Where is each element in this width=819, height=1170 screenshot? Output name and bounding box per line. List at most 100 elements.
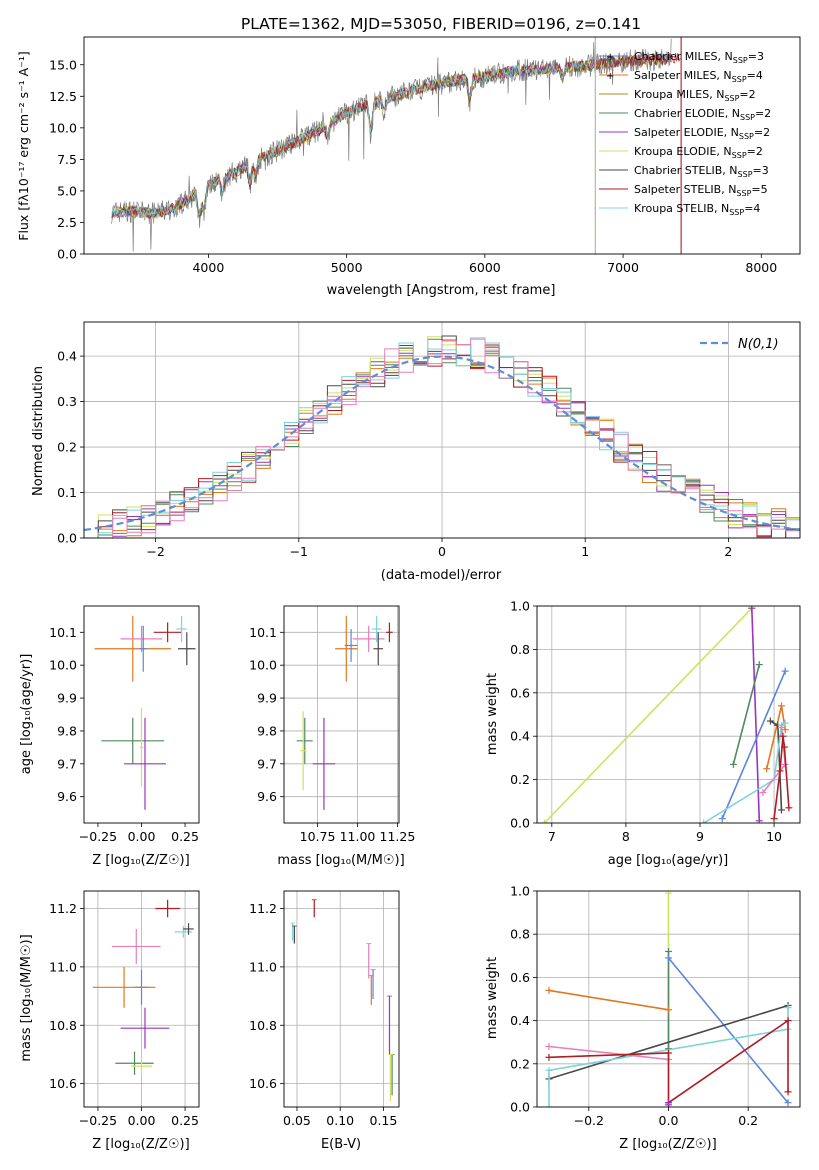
y-tick-label: 0.4 [57,349,77,364]
mw-age-xlabel: age [log₁₀(age/yr)] [608,853,729,868]
legend-label: Salpeter STELIB, NSSP=5 [634,183,768,198]
mass_vs_Z-plot-area [84,891,199,1107]
y-tick-label: 0.0 [510,816,530,831]
error-bar-point [178,632,196,666]
y-tick-label: 0.8 [510,642,530,657]
axes-frame [83,321,801,539]
error-bar-point [344,629,358,662]
mass-vs-ebv-xlabel: E(B-V) [321,1137,361,1152]
error-bar-point [92,966,156,1008]
error-bar-point [124,717,166,810]
spectrum-legend: + Chabrier MILES, NSSP=3 + Salpeter MILES, … [599,50,771,217]
model-spectrum [111,60,595,220]
mass-weight-vs-age-panel: age [log₁₀(age/yr)] mass weight 7 8 9 10 0.0… [485,599,801,868]
axes-frame [83,605,200,824]
y-tick-label: 0.3 [57,394,77,409]
y-tick-label: 9.7 [57,756,77,771]
error-bar-point [291,925,297,944]
mass-weight-series [540,606,756,823]
y-tick-label: 9.6 [257,789,277,804]
y-tick-label: 0.2 [510,1056,530,1071]
mass-vs-metallicity-panel: Z [log₁₀(Z/Z☉)] mass [log₁₀(M/M☉)] −0.25… [19,890,200,1152]
x-tick-label: 1 [581,544,589,559]
error-bar-point [120,1007,170,1049]
x-tick-label: 0.25 [171,1113,199,1128]
y-tick-label: 9.9 [257,691,277,706]
error-bar-point [311,899,317,918]
x-tick-label: 0.00 [128,829,156,844]
y-tick-label: 1.0 [510,884,530,899]
x-tick-label: 0.0 [659,1113,679,1128]
y-tick-label: 11.0 [249,959,277,974]
y-tick-label: 0.0 [510,1100,530,1115]
y-tick-label: 9.8 [257,723,277,738]
y-tick-label: 0.6 [510,970,530,985]
mass-weight-series [729,661,763,768]
legend-label: Kroupa MILES, NSSP=2 [634,88,756,103]
y-tick-label: 0.2 [57,440,77,455]
age-vs-z-ylabel: age [log₁₀(age/yr)] [19,654,34,775]
y-tick-label: 9.6 [57,789,77,804]
mass-weight-series [766,717,785,814]
error-bar-point [183,923,194,935]
age-vs-mass-panel: mass [log₁₀(M/M☉)] 10.75 11.00 11.25 9.6 9.7… [249,605,416,868]
y-tick-label: 1.0 [510,599,530,614]
massweight_vs_age-plot-area [537,606,800,823]
y-tick-label: 0.0 [57,247,77,262]
legend-label: Chabrier ELODIE, NSSP=2 [634,107,771,122]
x-tick-label: 4000 [192,260,224,275]
residual_histogram-plot-area [84,322,800,538]
y-tick-label: 0.4 [510,1013,530,1028]
x-tick-label: 0.10 [326,1113,354,1128]
y-tick-label: 10.8 [249,1018,277,1033]
y-tick-label: 10.0 [49,658,77,673]
error-bar-point [115,1051,154,1075]
histogram-xlabel: (data-model)/error [381,568,502,583]
x-tick-label: 11.00 [340,829,376,844]
y-tick-label: 10.6 [49,1076,77,1091]
y-tick-label: 0.6 [510,685,530,700]
age_vs_mass-plot-area [284,606,399,823]
error-bar-point [296,717,313,764]
x-tick-label: 7 [548,829,556,844]
y-tick-label: 10.1 [249,625,277,640]
y-tick-label: 5.0 [57,183,77,198]
legend-label: N(0,1) [738,337,779,352]
error-bar-point [371,615,382,643]
error-bar-point [101,717,165,764]
y-tick-label: 10.1 [49,625,77,640]
y-tick-label: 11.2 [49,901,77,916]
x-tick-label: 10 [766,829,782,844]
error-bar-point [155,899,180,918]
age_vs_Z-plot-area [94,615,196,810]
figure-title: PLATE=1362, MJD=53050, FIBERID=0196, z=0… [241,15,641,33]
x-tick-label: 8 [622,829,630,844]
x-tick-label: 0.25 [171,829,199,844]
legend-marker: + [606,52,614,63]
spectrum-xlabel: wavelength [Angstrom, rest frame] [327,283,556,298]
y-tick-label: 9.8 [57,723,77,738]
axes-frame [283,605,400,824]
age-vs-mass-xlabel: mass [log₁₀(M/M☉)] [277,853,404,868]
error-bar-point [387,1054,393,1102]
mw-z-ylabel: mass weight [485,957,500,1039]
error-bar-point [312,717,336,810]
x-tick-label: 0.2 [738,1113,758,1128]
residual-histogram-panel: (data-model)/error Normed distribution −… [31,321,801,583]
axes-frame [536,890,801,1108]
mass-weight-series [718,667,789,823]
y-tick-label: 0.0 [57,531,77,546]
x-tick-label: 7000 [607,260,639,275]
error-bar-point [176,615,187,643]
mass-weight-series [545,986,672,1014]
x-tick-label: 11.25 [380,829,416,844]
y-tick-label: 0.2 [510,772,530,787]
error-bar-point [366,943,372,979]
y-tick-label: 12.5 [49,89,77,104]
error-bar-point [386,622,393,643]
error-bar-point [335,615,358,682]
axes-frame [83,890,200,1108]
error-bar-point [386,995,392,1055]
histogram-legend: N(0,1) [700,337,779,352]
axes-frame [283,890,400,1108]
